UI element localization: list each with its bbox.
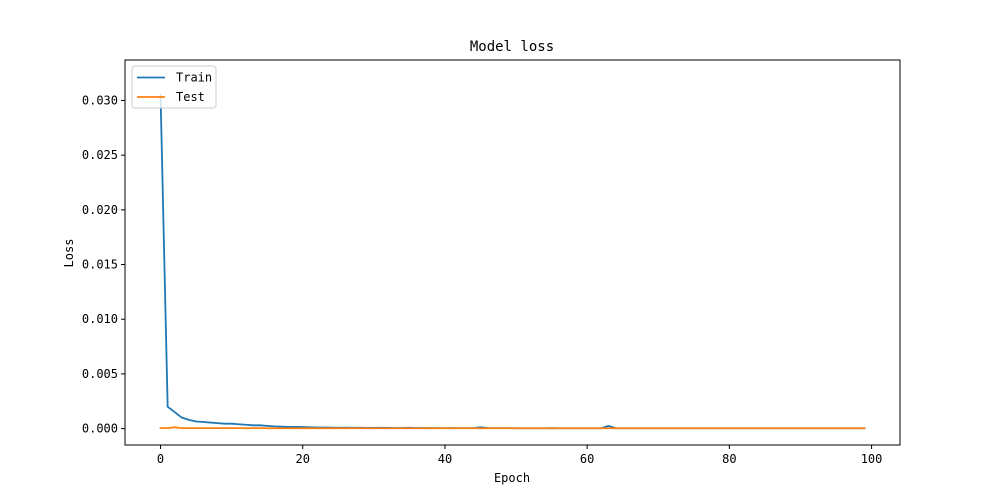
legend-train-label: Train <box>176 71 212 85</box>
x-tick-label: 0 <box>157 452 164 466</box>
x-axis-label: Epoch <box>494 471 530 485</box>
legend: Train Test <box>131 65 217 109</box>
y-tick-label: 0.020 <box>82 203 118 217</box>
axes-frame <box>124 59 901 446</box>
x-tick-label: 100 <box>861 452 883 466</box>
series-line-train <box>159 94 866 430</box>
y-tick-label: 0.015 <box>82 258 118 272</box>
y-tick-label: 0.000 <box>82 422 118 436</box>
chart-title: Model loss <box>470 39 554 55</box>
plot-area: 0 20 40 60 80 100 0.000 0.005 0.010 0.015 0.020 0.0… <box>82 59 901 466</box>
y-tick-label: 0.025 <box>82 148 118 162</box>
y-tick-label: 0.010 <box>82 312 118 326</box>
y-tick-label: 0.030 <box>82 93 118 107</box>
x-tick-label: 40 <box>438 452 452 466</box>
y-tick-label: 0.005 <box>82 367 118 381</box>
series-line-test <box>159 426 866 430</box>
x-tick-label: 60 <box>580 452 594 466</box>
x-tick-label: 80 <box>722 452 736 466</box>
legend-test-label: Test <box>176 90 205 104</box>
x-tick-label: 20 <box>296 452 310 466</box>
y-axis-label: Loss <box>62 239 76 268</box>
